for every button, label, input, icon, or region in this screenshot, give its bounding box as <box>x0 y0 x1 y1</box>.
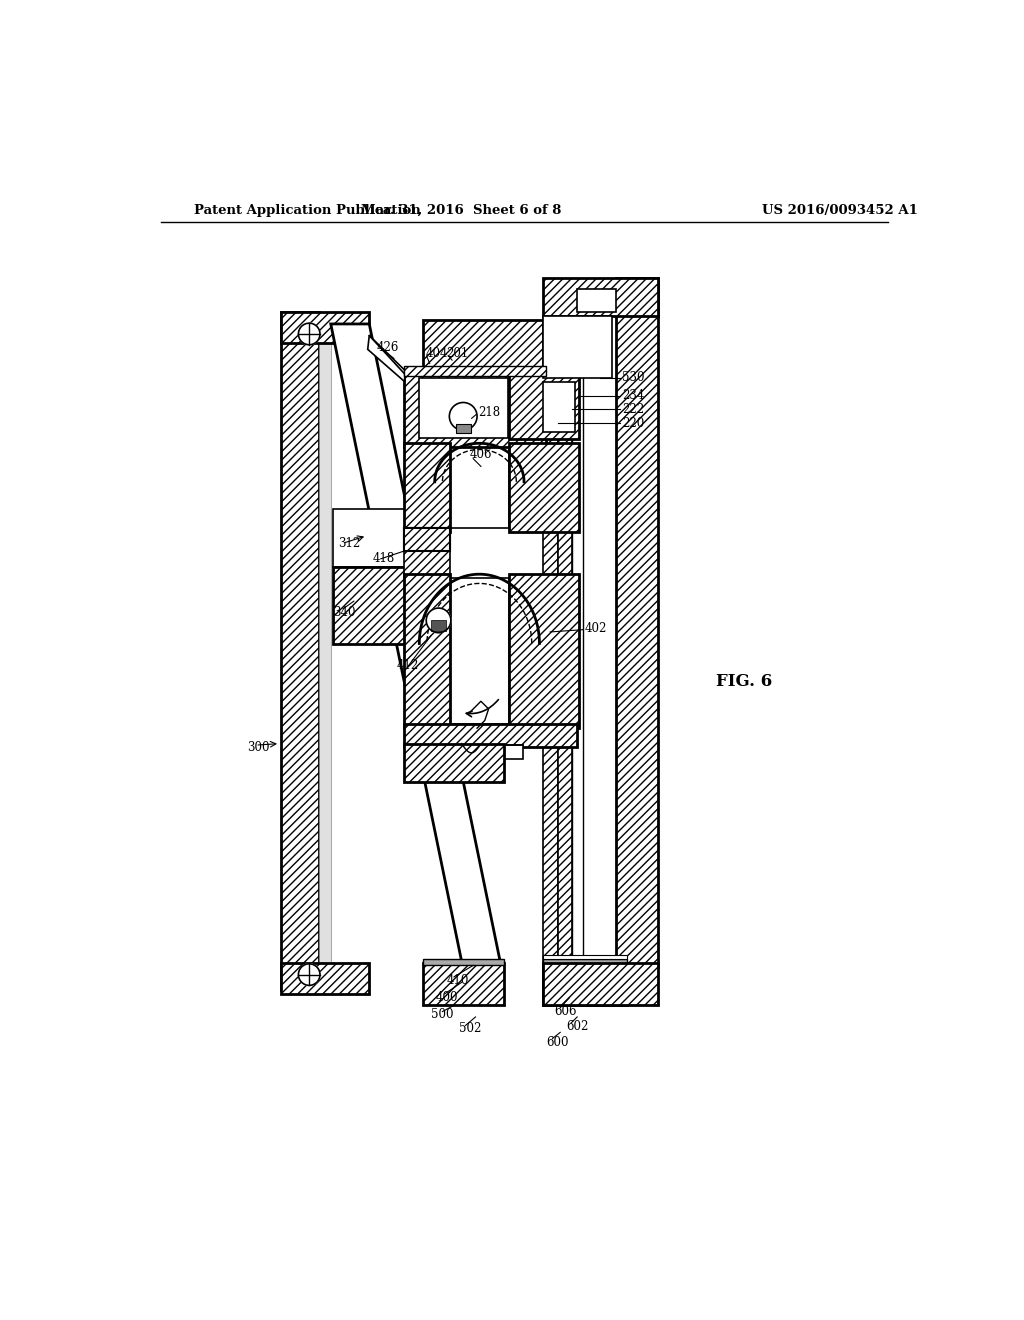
Bar <box>403 574 451 729</box>
Bar <box>456 424 471 433</box>
Bar <box>543 956 628 960</box>
Text: 234: 234 <box>622 389 644 403</box>
Bar <box>509 574 579 729</box>
Text: 400: 400 <box>435 991 458 1005</box>
Bar <box>543 277 658 317</box>
Text: 222: 222 <box>622 403 644 416</box>
Text: 406: 406 <box>469 449 492 462</box>
Bar <box>543 317 611 378</box>
Text: 201: 201 <box>446 347 469 360</box>
Polygon shape <box>368 335 404 381</box>
Bar <box>403 725 578 747</box>
Bar <box>509 444 579 532</box>
Text: 426: 426 <box>377 341 399 354</box>
Text: 402: 402 <box>585 622 607 635</box>
Bar <box>281 964 370 994</box>
Circle shape <box>426 609 451 632</box>
Bar <box>543 964 628 1006</box>
Circle shape <box>298 964 319 985</box>
Text: 220: 220 <box>622 417 644 430</box>
Text: 300: 300 <box>248 741 270 754</box>
Bar <box>403 548 451 578</box>
Bar <box>403 743 504 781</box>
Text: FIG. 6: FIG. 6 <box>716 673 772 690</box>
Text: 340: 340 <box>333 606 355 619</box>
Bar <box>543 317 558 964</box>
Bar <box>403 370 547 447</box>
Bar <box>281 313 370 343</box>
Bar <box>543 960 628 965</box>
Bar <box>281 313 319 990</box>
Text: Mar. 31, 2016  Sheet 6 of 8: Mar. 31, 2016 Sheet 6 of 8 <box>361 205 562 218</box>
Text: 606: 606 <box>554 1005 577 1018</box>
Bar <box>403 444 451 532</box>
Text: 404: 404 <box>425 347 447 360</box>
Bar <box>403 528 451 552</box>
Bar <box>403 367 547 376</box>
Text: 602: 602 <box>566 1020 589 1034</box>
Bar <box>451 578 509 725</box>
Bar <box>558 317 571 964</box>
Bar <box>509 374 579 440</box>
Bar <box>571 317 584 964</box>
Circle shape <box>298 323 319 345</box>
Bar <box>419 378 508 438</box>
Bar <box>451 447 509 528</box>
Bar <box>423 964 504 1006</box>
Text: 312: 312 <box>339 537 360 550</box>
Text: 218: 218 <box>478 407 501 418</box>
Bar <box>403 528 451 548</box>
Text: 600: 600 <box>547 1036 569 1049</box>
Bar <box>543 381 574 432</box>
Polygon shape <box>331 323 500 961</box>
Bar <box>578 289 615 313</box>
Bar <box>423 321 543 374</box>
Bar <box>333 508 404 566</box>
Text: 502: 502 <box>460 1022 481 1035</box>
Text: 530: 530 <box>622 371 644 384</box>
Text: 412: 412 <box>396 659 419 672</box>
Text: 500: 500 <box>431 1008 454 1022</box>
Text: 418: 418 <box>373 552 395 565</box>
Bar <box>319 335 331 966</box>
Bar <box>543 964 658 1006</box>
Text: Patent Application Publication: Patent Application Publication <box>194 205 421 218</box>
Text: 410: 410 <box>446 974 469 987</box>
Circle shape <box>450 403 477 430</box>
Bar <box>615 277 658 966</box>
Bar <box>423 960 504 965</box>
Bar <box>454 744 523 759</box>
Text: US 2016/0093452 A1: US 2016/0093452 A1 <box>762 205 918 218</box>
Bar <box>431 620 446 631</box>
Bar <box>333 566 404 644</box>
